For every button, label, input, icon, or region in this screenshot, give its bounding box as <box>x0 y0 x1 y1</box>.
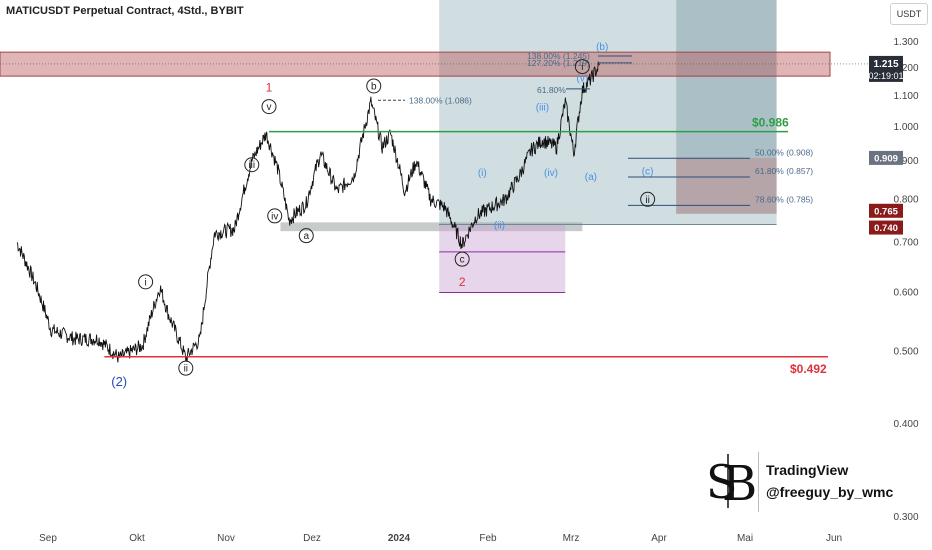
wave-label: v <box>267 102 272 113</box>
y-tick-label: 0.400 <box>893 419 918 430</box>
x-tick-label: Dez <box>303 533 321 544</box>
wave-label-circle <box>244 157 260 173</box>
wave-label-circle <box>640 191 656 207</box>
x-tick-label: Sep <box>39 533 57 544</box>
x-tick-label: Feb <box>479 533 497 544</box>
y-tick-label: 0.900 <box>893 156 918 167</box>
x-tick-label: Nov <box>217 533 235 544</box>
wave-label-circle <box>574 59 590 75</box>
y-tick-label: 0.600 <box>893 287 918 298</box>
wave-label-circle <box>138 274 154 290</box>
fib-label: 127.20% (1.219) <box>527 58 590 68</box>
purple-zone <box>439 224 566 293</box>
resistance-zone <box>0 51 831 77</box>
fib-label: 61.80% <box>537 85 566 95</box>
y-tick-label: 0.500 <box>893 347 918 358</box>
wave-label: c <box>460 255 465 266</box>
fib-label: 78.60% (0.785) <box>755 194 813 204</box>
wave-label-circle <box>267 208 283 224</box>
fib-label: 138.00% (1.245) <box>527 51 590 61</box>
current-price-countdown: 02:19:01 <box>868 71 903 81</box>
svg-text:S: S <box>706 455 738 509</box>
x-tick-label: Mrz <box>563 533 580 544</box>
price-series-line <box>16 61 600 363</box>
y-tick-label: 1.000 <box>893 122 918 133</box>
y-tick-label: 0.300 <box>893 512 918 523</box>
level-label-0986: $0.986 <box>752 116 789 130</box>
wave-label: i <box>144 277 146 288</box>
retrace-zone <box>676 157 777 214</box>
wave-label: (v) <box>577 74 589 85</box>
wave-label: iii <box>248 160 255 171</box>
price-layer <box>16 61 600 363</box>
y-tick-label: 0.800 <box>893 194 918 205</box>
wave-label: iv <box>271 211 278 222</box>
current-price-value: 1.215 <box>873 59 898 70</box>
wave-label: (2) <box>111 374 127 389</box>
wave-label-circle <box>454 251 470 267</box>
wave-label: (i) <box>478 168 487 179</box>
fib-label: 138.00% (1.086) <box>409 95 472 105</box>
wave-label: 2 <box>459 275 466 289</box>
zones-layer <box>0 0 831 293</box>
wave-label: (c) <box>642 166 654 177</box>
x-tick-label: Apr <box>651 533 667 544</box>
chart-title: MATICUSDT Perpetual Contract, 4Std., BYB… <box>6 5 244 17</box>
price-tag <box>869 220 903 235</box>
level-label-0492: $0.492 <box>790 362 827 376</box>
wave-label: (a) <box>585 172 597 183</box>
wave-label: a <box>303 231 309 242</box>
wave-label: (b) <box>596 42 608 53</box>
wave-label: ii <box>645 195 649 206</box>
price-tag <box>869 150 903 165</box>
wave-label: ii <box>184 364 188 375</box>
x-tick-label: Mai <box>737 533 753 544</box>
wave-label-circle <box>366 78 382 94</box>
price-tag <box>869 203 903 218</box>
wave-label: i <box>581 62 583 73</box>
watermark-divider <box>758 452 759 512</box>
x-tick-label: 2024 <box>388 533 411 544</box>
wave-label: (ii) <box>494 221 505 232</box>
y-tick-label: 1.100 <box>893 91 918 102</box>
price-tag-value: 0.765 <box>874 206 898 217</box>
svg-text:B: B <box>722 456 756 510</box>
support-zone <box>280 222 583 232</box>
x-tick-label: Okt <box>129 533 145 544</box>
wave-label: b <box>371 81 377 92</box>
y-tick-label: 1.200 <box>893 63 918 74</box>
wave-label-circle <box>298 228 314 244</box>
wave-label: (iii) <box>536 103 549 114</box>
current-price-tag <box>869 55 903 82</box>
wave-label: (iv) <box>544 168 558 179</box>
watermark-brand: TradingView <box>766 462 849 478</box>
fib-label: 50.00% (0.908) <box>755 147 813 157</box>
drawings-layer: $0.986 $0.492 138.00% (1.245)127.20% (1.21… <box>0 42 868 389</box>
price-tag-value: 0.740 <box>874 223 898 234</box>
fib-label: 61.80% (0.857) <box>755 166 813 176</box>
sb-logo-icon: S B <box>706 454 756 510</box>
watermark-user: @freeguy_by_wmc <box>766 484 894 500</box>
y-tick-label: 0.700 <box>893 238 918 249</box>
wave-label-circle <box>261 99 277 115</box>
x-tick-label: Jun <box>826 533 842 544</box>
y-tick-label: 1.300 <box>893 37 918 48</box>
wave-label-circle <box>178 360 194 376</box>
price-tag-value: 0.909 <box>874 153 898 164</box>
wave-label: 1 <box>266 80 273 94</box>
currency-unit-button[interactable]: USDT <box>890 3 928 25</box>
